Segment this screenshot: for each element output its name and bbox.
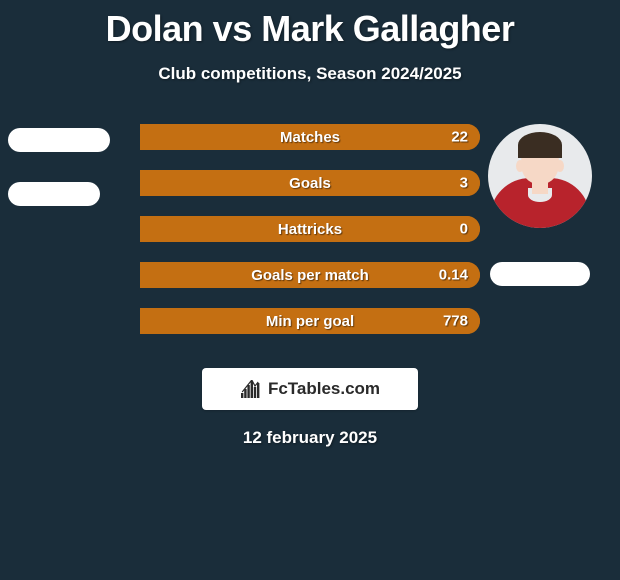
stat-row: Hattricks 0 (140, 216, 480, 242)
stat-row: Min per goal 778 (140, 308, 480, 334)
player-right-column (488, 124, 592, 286)
stat-value-right: 22 (451, 129, 468, 146)
page-title: Dolan vs Mark Gallagher (106, 8, 515, 50)
stat-row: Goals per match 0.14 (140, 262, 480, 288)
player-right-name (490, 262, 590, 286)
player-left-column (8, 124, 110, 206)
stat-value-right: 3 (460, 175, 468, 192)
stat-value-right: 0.14 (439, 267, 468, 284)
subtitle: Club competitions, Season 2024/2025 (158, 64, 461, 84)
player-left-blank-pill-1 (8, 128, 110, 152)
player-left-blank-pill-2 (8, 182, 100, 206)
brand-badge: FcTables.com (202, 368, 418, 410)
stat-row: Matches 22 (140, 124, 480, 150)
stat-row: Goals 3 (140, 170, 480, 196)
stat-value-right: 778 (443, 313, 468, 330)
stat-value-right: 0 (460, 221, 468, 238)
stat-label: Hattricks (278, 221, 342, 238)
content: Dolan vs Mark Gallagher Club competition… (0, 0, 620, 580)
stats-list: Matches 22 Goals 3 Hattricks 0 Goals per match… (140, 124, 480, 334)
player-right-avatar (488, 124, 592, 228)
date-label: 12 february 2025 (243, 428, 377, 448)
brand-chart-icon (240, 380, 262, 398)
comparison-body: Matches 22 Goals 3 Hattricks 0 Goals per match… (0, 124, 620, 354)
brand-text: FcTables.com (268, 379, 380, 399)
stat-label: Matches (280, 129, 340, 146)
stat-label: Goals (289, 175, 331, 192)
stat-label: Goals per match (251, 267, 369, 284)
stat-label: Min per goal (266, 313, 354, 330)
